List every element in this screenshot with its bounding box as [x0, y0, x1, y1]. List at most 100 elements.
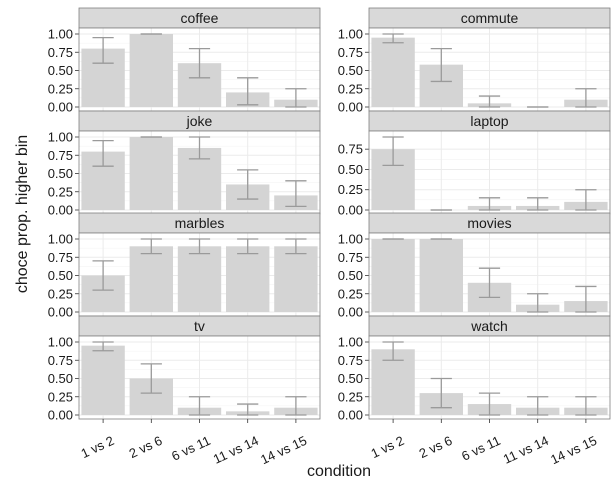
x-tick-label: 14 vs 15 [258, 433, 309, 467]
panel-joke: joke 1.00 0.75 0.50 0.25 0.00 [48, 110, 321, 218]
bar-6-vs-11 [177, 246, 222, 312]
x-tick-label: 11 vs 14 [211, 433, 261, 467]
y-tick-label: 0.00 [338, 100, 363, 115]
y-tick-label: 0.75 [338, 142, 363, 157]
y-tick-label: 0.75 [338, 45, 363, 60]
error-bar [237, 238, 259, 255]
bar-1-vs-2 [371, 37, 415, 107]
error-bar [575, 88, 597, 108]
error-bar [575, 189, 597, 211]
error-bar [382, 341, 404, 361]
error-bar [237, 77, 259, 106]
bar-2-vs-6 [129, 246, 173, 312]
bar-1-vs-2 [371, 239, 415, 312]
bar-2-vs-6 [129, 34, 173, 107]
x-tick-label: 1 vs 2 [369, 433, 407, 461]
y-tick-label: 0.00 [338, 305, 363, 320]
panel-title: tv [194, 318, 205, 334]
panel-movies: movies 1.00 0.75 0.50 0.25 0.00 [338, 212, 611, 320]
y-tick-label: 0.50 [338, 268, 363, 283]
error-bar [285, 88, 307, 108]
x-tick-label: 2 vs 6 [127, 433, 165, 461]
bar-1-vs-2 [81, 345, 125, 415]
x-axis-title: condition [307, 463, 371, 480]
error-bar [92, 260, 114, 291]
y-tick-label: 0.25 [338, 182, 363, 197]
panel-title: joke [186, 113, 213, 129]
error-bar [527, 293, 549, 313]
y-tick-label: 1.00 [338, 27, 363, 42]
error-bar [575, 396, 597, 416]
panel-title: coffee [181, 10, 219, 26]
error-bar [478, 267, 501, 299]
bar-2-vs-6 [419, 239, 463, 312]
panel-marbles: marbles 1.00 0.75 0.50 0.25 0.00 [48, 212, 321, 320]
error-bar [527, 197, 549, 211]
error-bar [188, 238, 211, 255]
error-bar [575, 285, 597, 313]
y-tick-label: 0.75 [48, 148, 73, 163]
y-tick-label: 0.50 [48, 268, 73, 283]
panel-title: movies [467, 215, 511, 231]
y-tick-label: 0.00 [338, 408, 363, 423]
y-tick-label: 0.25 [338, 286, 363, 301]
error-bar [285, 238, 307, 255]
error-bar [92, 139, 114, 167]
error-bar [382, 33, 404, 44]
panel-laptop: laptop 0.75 0.50 0.25 0.00 [338, 110, 611, 218]
x-tick-label: 2 vs 6 [417, 433, 455, 461]
error-bar [382, 136, 404, 167]
error-bar [430, 47, 452, 83]
panel-watch: watch 1.00 0.75 0.50 0.25 0.00 [338, 315, 611, 423]
y-tick-label: 0.75 [338, 353, 363, 368]
y-tick-label: 0.00 [338, 203, 363, 218]
y-tick-label: 0.50 [338, 63, 363, 78]
x-tick-label: 14 vs 15 [548, 433, 599, 467]
error-bar [188, 396, 211, 416]
error-bar [237, 403, 259, 416]
x-tick-label: 1 vs 2 [79, 433, 117, 461]
panel-tv: tv 1.00 0.75 0.50 0.25 0.00 [48, 315, 321, 423]
y-tick-label: 0.25 [48, 389, 73, 404]
error-bar [140, 363, 162, 394]
x-tick-label: 6 vs 11 [169, 433, 212, 464]
y-tick-label: 1.00 [48, 27, 73, 42]
y-tick-label: 0.25 [338, 81, 363, 96]
y-tick-label: 0.00 [48, 100, 73, 115]
panel-title: commute [461, 10, 519, 26]
y-tick-label: 1.00 [338, 335, 363, 350]
y-tick-label: 0.50 [48, 63, 73, 78]
y-tick-label: 1.00 [48, 232, 73, 247]
x-tick-label: 11 vs 14 [501, 433, 551, 467]
bar-2-vs-6 [129, 137, 173, 210]
y-tick-label: 0.25 [338, 389, 363, 404]
error-bar [285, 180, 307, 208]
y-tick-label: 0.00 [48, 408, 73, 423]
panel-coffee: coffee 1.00 0.75 0.50 0.25 0.00 [48, 7, 321, 115]
y-tick-label: 0.75 [48, 353, 73, 368]
bar-14-vs-15 [274, 246, 318, 312]
panel-title: marbles [175, 215, 225, 231]
panels-layer: coffee 1.00 0.75 0.50 0.25 0.00 commute 1.00 0.7… [48, 7, 611, 423]
panel-title: watch [470, 318, 508, 334]
y-tick-label: 0.25 [48, 286, 73, 301]
y-tick-label: 1.00 [48, 130, 73, 145]
panel-title: laptop [470, 113, 508, 129]
error-bar [140, 238, 162, 255]
y-tick-label: 1.00 [48, 335, 73, 350]
error-bar [430, 377, 452, 409]
error-bar [285, 396, 307, 416]
y-axis-title: choce prop. higher bin [14, 135, 31, 293]
y-tick-label: 0.00 [48, 203, 73, 218]
y-tick-label: 0.25 [48, 184, 73, 199]
y-tick-label: 0.25 [48, 81, 73, 96]
error-bar [478, 197, 501, 211]
error-bar [478, 95, 501, 108]
y-tick-label: 0.75 [48, 250, 73, 265]
panel-commute: commute 1.00 0.75 0.50 0.25 0.00 [338, 7, 611, 115]
y-tick-label: 0.50 [48, 371, 73, 386]
